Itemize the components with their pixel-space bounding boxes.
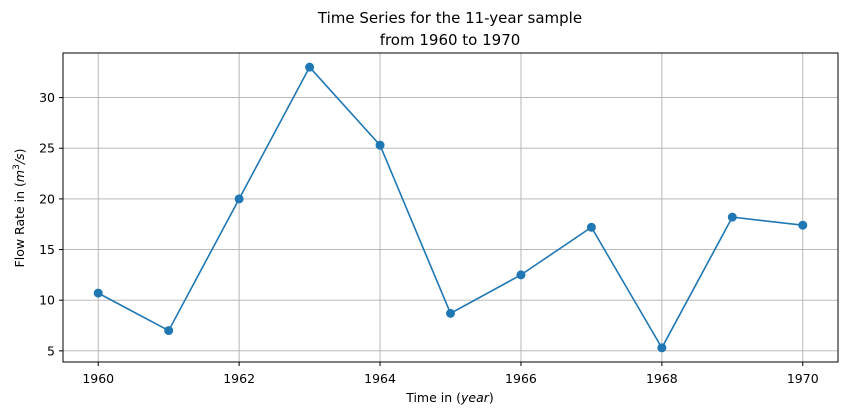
- x-tick-label: 1968: [646, 371, 678, 386]
- x-axis-label-suffix: ): [489, 390, 494, 405]
- y-tick-label: 25: [39, 141, 55, 156]
- data-series: [93, 62, 808, 353]
- x-axis-label-unit: year: [460, 390, 490, 405]
- x-tick-label: 1962: [223, 371, 255, 386]
- x-tick-label: 1960: [82, 371, 114, 386]
- y-axis-label-suffix: ): [12, 149, 27, 154]
- data-point: [375, 140, 385, 150]
- chart-title-line-2: from 1960 to 1970: [380, 31, 521, 49]
- axis-ticks: 1960 1962 1964 1966 1968 1970 5 10 15 20 25 30: [39, 90, 819, 386]
- data-point: [234, 194, 244, 204]
- data-point: [446, 308, 455, 318]
- grid: [63, 53, 838, 362]
- y-tick-label: 30: [39, 90, 55, 105]
- chart-title-line-1: Time Series for the 11-year sample: [317, 9, 582, 27]
- data-point: [164, 326, 174, 336]
- y-tick-label: 10: [39, 293, 55, 308]
- y-tick-label: 15: [39, 242, 55, 257]
- y-axis-label-unit-rest: /s: [12, 153, 27, 165]
- x-tick-label: 1964: [364, 371, 396, 386]
- x-axis-label-prefix: Time in (: [405, 390, 461, 405]
- series-line: [97, 65, 803, 350]
- x-tick-label: 1970: [787, 371, 819, 386]
- y-axis-label: Flow Rate in (m3/s): [12, 149, 27, 268]
- y-axis-label-unit-sup: 3: [12, 164, 22, 170]
- data-point: [305, 62, 315, 72]
- x-axis-label: Time in (year): [405, 390, 494, 405]
- data-point: [657, 343, 667, 353]
- x-tick-label: 1966: [505, 371, 537, 386]
- data-point: [516, 270, 526, 280]
- data-point: [93, 288, 103, 298]
- y-axis-label-prefix: Flow Rate in (: [12, 182, 27, 267]
- y-axis-label-unit-base: m: [12, 170, 27, 182]
- data-point: [727, 212, 737, 222]
- plot-frame: [62, 52, 839, 363]
- y-tick-label: 5: [47, 343, 55, 358]
- data-point: [798, 220, 808, 230]
- y-tick-label: 20: [39, 191, 55, 206]
- data-point: [586, 222, 596, 232]
